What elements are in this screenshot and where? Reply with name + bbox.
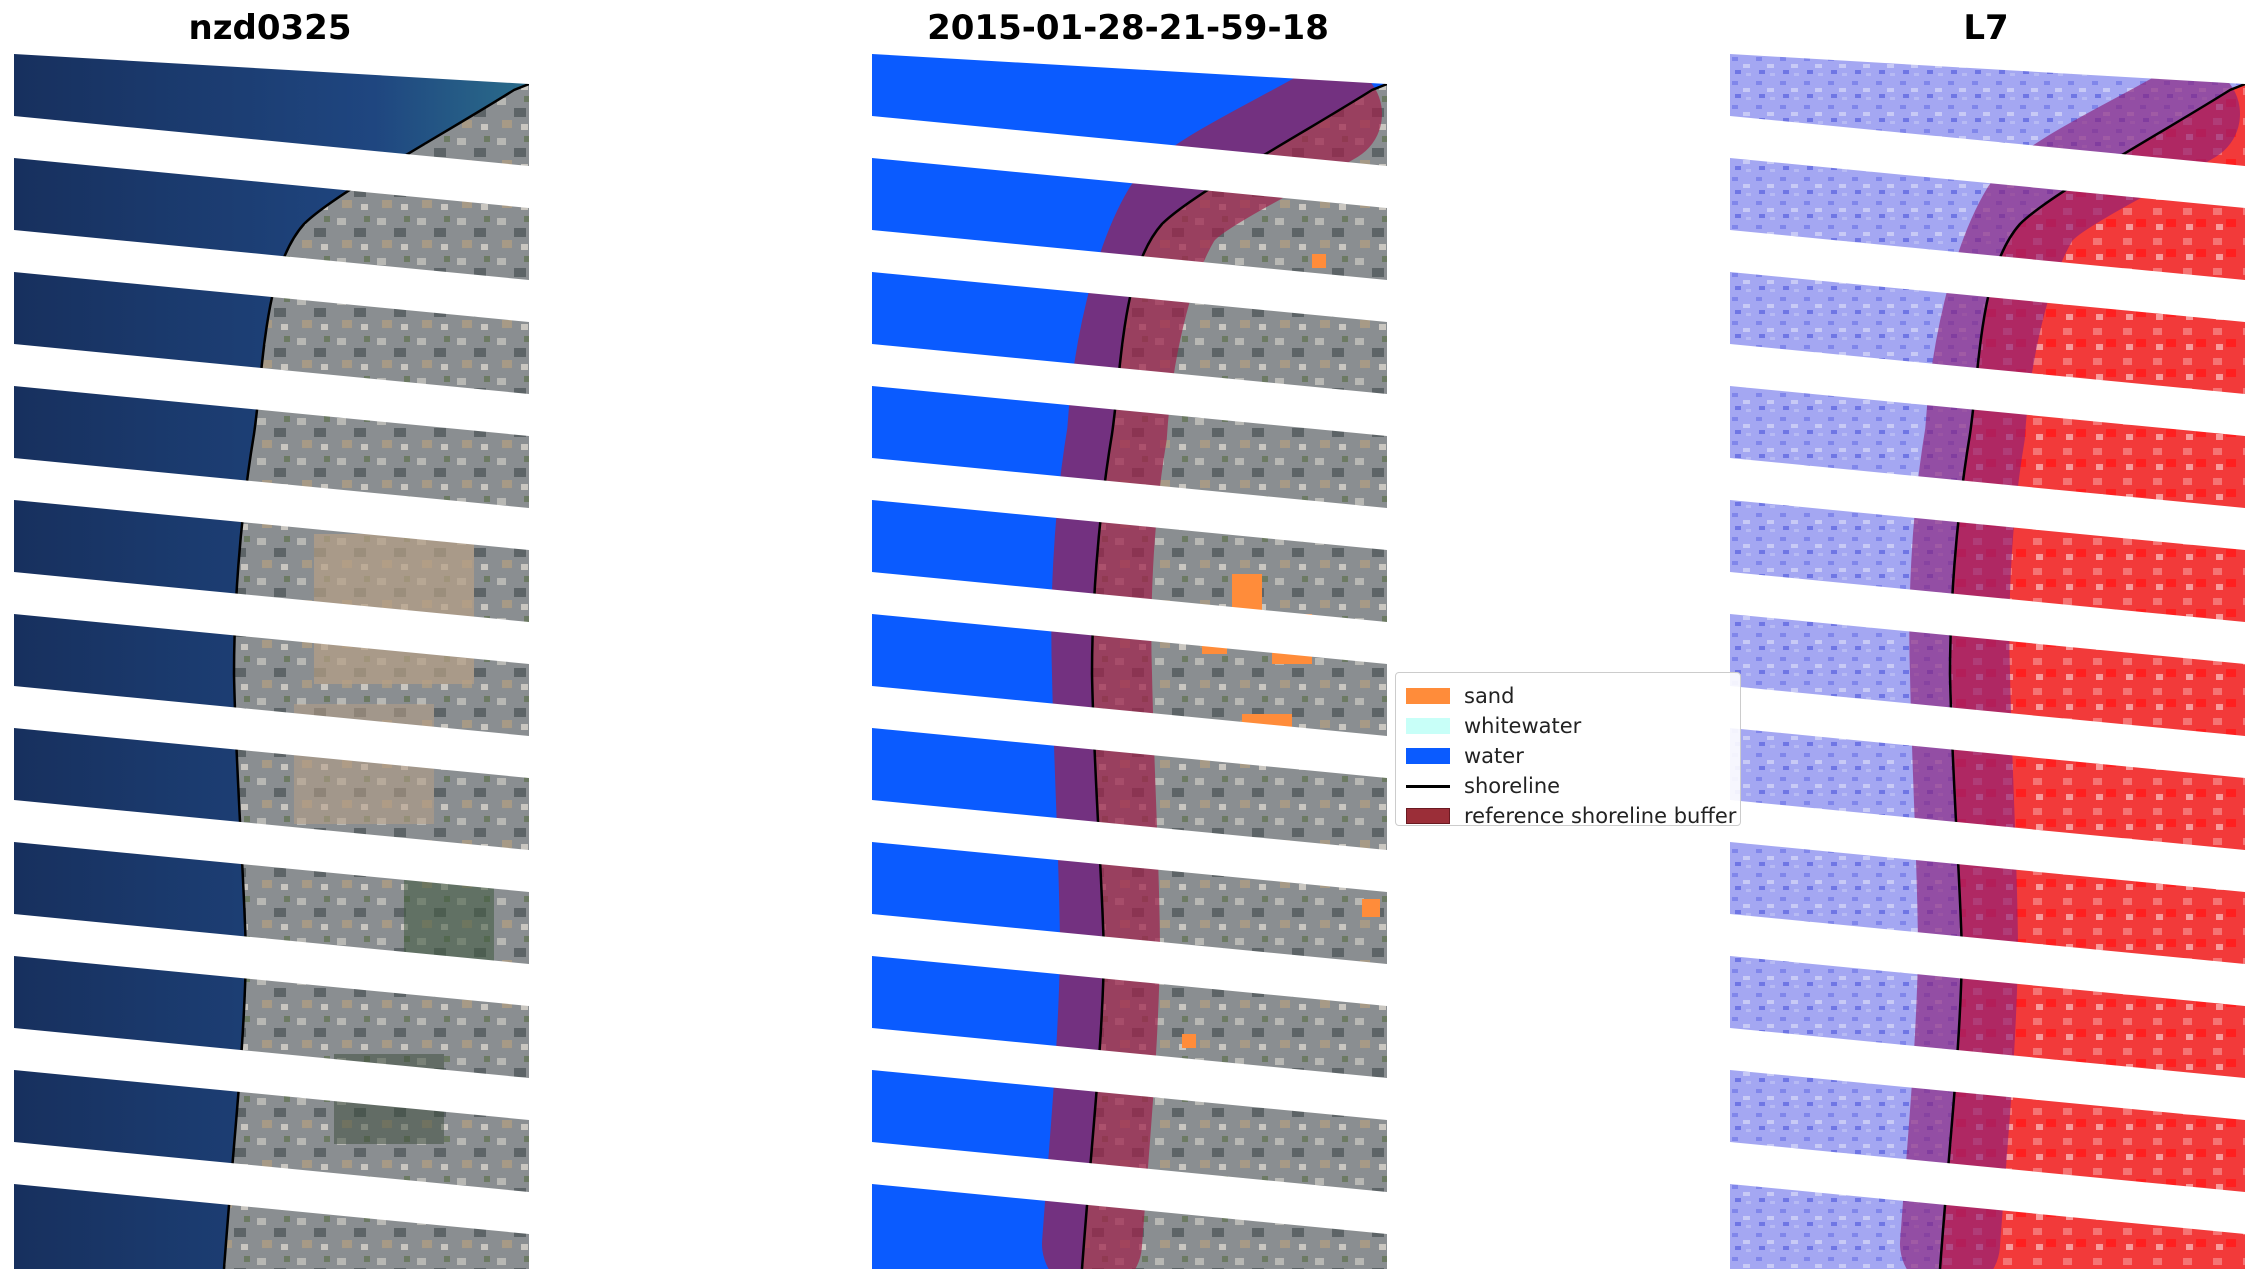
shoreline-line xyxy=(222,82,529,1269)
scan-gaps xyxy=(14,54,529,1234)
legend-swatch-sand xyxy=(1406,688,1450,704)
legend-item-sand: sand xyxy=(1406,681,1740,711)
classification-panel xyxy=(872,54,1387,1269)
legend: sand whitewater water shoreline referenc… xyxy=(1395,672,1741,828)
panel-title-rgb: nzd0325 xyxy=(188,8,352,48)
shoreline-line xyxy=(1080,82,1387,1269)
legend-label: shoreline xyxy=(1464,774,1561,798)
legend-swatch-whitewater xyxy=(1406,718,1450,734)
legend-line-shoreline xyxy=(1406,784,1450,788)
legend-swatch-buffer xyxy=(1406,808,1450,824)
rgb-image-panel xyxy=(14,54,529,1269)
panel-title-index: L7 xyxy=(1963,8,2009,48)
legend-label: water xyxy=(1464,744,1524,768)
shoreline-line xyxy=(1938,82,2245,1269)
legend-item-shoreline: shoreline xyxy=(1406,771,1740,801)
index-panel xyxy=(1730,54,2245,1269)
legend-item-buffer: reference shoreline buffer xyxy=(1406,801,1740,831)
legend-swatch-water xyxy=(1406,748,1450,764)
legend-label: reference shoreline buffer xyxy=(1464,804,1737,828)
legend-label: sand xyxy=(1464,684,1515,708)
scan-gaps xyxy=(872,54,1387,1234)
legend-item-whitewater: whitewater xyxy=(1406,711,1740,741)
legend-label: whitewater xyxy=(1464,714,1582,738)
panel-title-classification: 2015-01-28-21-59-18 xyxy=(927,8,1329,48)
scan-gaps xyxy=(1730,54,2245,1234)
legend-item-water: water xyxy=(1406,741,1740,771)
